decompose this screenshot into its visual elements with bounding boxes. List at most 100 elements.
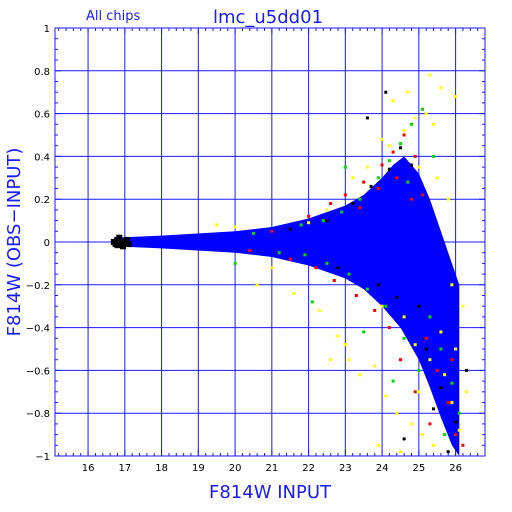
data-point [410,197,413,201]
data-point [362,330,366,334]
data-point [395,296,399,300]
data-point [443,433,447,437]
data-point [424,336,428,340]
data-point [432,154,435,158]
data-point [428,422,432,426]
blue-band-area [113,156,460,456]
x-tick-label: 18 [155,463,168,474]
data-point [336,266,340,270]
data-point [384,90,388,94]
data-point [116,234,123,241]
data-point [233,225,237,229]
axis-ticks [55,27,486,457]
data-point [387,167,391,171]
data-point [373,309,377,312]
data-point [432,407,435,411]
data-point [399,142,402,146]
data-point [461,304,465,308]
data-point [395,411,399,415]
data-point [123,236,130,243]
x-tick-label: 22 [302,463,315,474]
data-point [421,193,424,197]
data-point [450,401,454,404]
data-point [428,73,432,77]
y-tick-label: 0.8 [34,67,50,78]
data-point [387,144,391,148]
data-point [380,304,384,308]
data-point [391,99,395,103]
data-point [376,187,380,190]
y-tick-label: −0.8 [26,409,50,420]
data-point [120,243,126,250]
data-point [215,223,219,227]
data-point [365,116,369,120]
data-point [439,347,443,351]
data-point [402,336,406,340]
data-point [369,184,373,188]
x-tick-label: 24 [376,463,389,474]
data-point [461,443,465,447]
data-point [376,176,380,180]
y-axis-title: F814W (OBS−INPUT) [4,148,25,337]
data-point [395,176,399,180]
data-point [413,116,417,120]
data-point [402,133,406,137]
data-point [325,219,329,223]
x-tick-label: 20 [229,463,242,474]
data-point [358,206,362,210]
data-point [424,347,428,351]
x-tick-label: 17 [118,463,131,474]
data-point [325,208,329,212]
data-point [465,368,469,372]
data-point [417,390,421,394]
data-point [417,304,421,308]
data-point [114,242,121,249]
data-point [399,450,402,454]
chart-subtitle: All chips [86,9,140,24]
data-point [329,202,333,205]
data-point [307,214,311,218]
data-point [421,107,424,111]
data-point [340,210,344,214]
data-point [446,450,450,454]
data-point [428,315,432,319]
data-point [376,443,380,447]
data-point [233,261,237,265]
data-point [307,221,311,225]
data-point [321,219,325,223]
data-point [358,373,362,377]
data-point [299,223,303,227]
x-tick-label: 19 [192,463,205,474]
data-point [439,330,443,334]
data-point [343,343,347,347]
data-point [351,202,355,205]
x-tick-label: 21 [265,463,278,474]
data-point [406,180,410,184]
data-point [303,253,307,257]
data-point [277,251,281,255]
data-point [439,386,443,389]
data-point [387,159,391,163]
data-point [343,165,347,169]
data-point [270,266,274,270]
data-point [439,86,443,90]
data-point [365,165,369,169]
data-point [454,420,458,424]
data-point [252,231,255,235]
y-tick-labels: −1 −0.8 −0.6 −0.4 −0.2 0 0.2 0.4 0.6 0.8 1 [26,24,50,463]
data-point [432,122,435,126]
data-point [380,137,384,141]
data-points [110,73,469,454]
y-tick-label: 0.2 [34,195,50,206]
data-point [406,90,410,94]
x-tick-label: 25 [412,463,425,474]
data-point [255,283,259,287]
y-tick-label: −0.4 [26,324,50,335]
data-point [329,358,333,362]
y-tick-label: −0.6 [26,366,50,377]
data-point [402,315,406,319]
data-point [450,381,454,385]
data-point [413,154,417,158]
data-point [457,411,461,415]
